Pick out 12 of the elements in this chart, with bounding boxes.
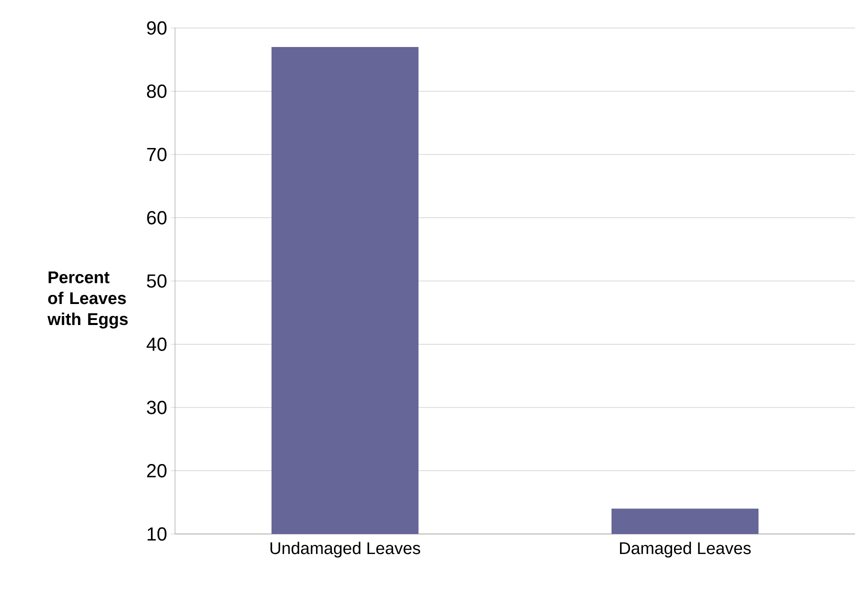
y-tick-label: 90 [147, 21, 166, 35]
y-tick-label: 20 [147, 464, 166, 478]
y-tick-label: 50 [146, 274, 166, 288]
y-tick-label: 30 [146, 400, 166, 414]
x-tick-label: Undamaged Leaves [270, 542, 420, 558]
y-axis-title: Percent of Leaves with Eggs [47, 271, 128, 329]
y-tick-label: 40 [146, 338, 166, 351]
y-tick-label: 10 [148, 527, 166, 541]
x-tick-label: Damaged Leaves [620, 542, 751, 558]
y-tick-label: 60 [147, 211, 166, 224]
y-tick-label: 70 [147, 148, 166, 162]
y-tick-label: 80 [147, 84, 166, 98]
